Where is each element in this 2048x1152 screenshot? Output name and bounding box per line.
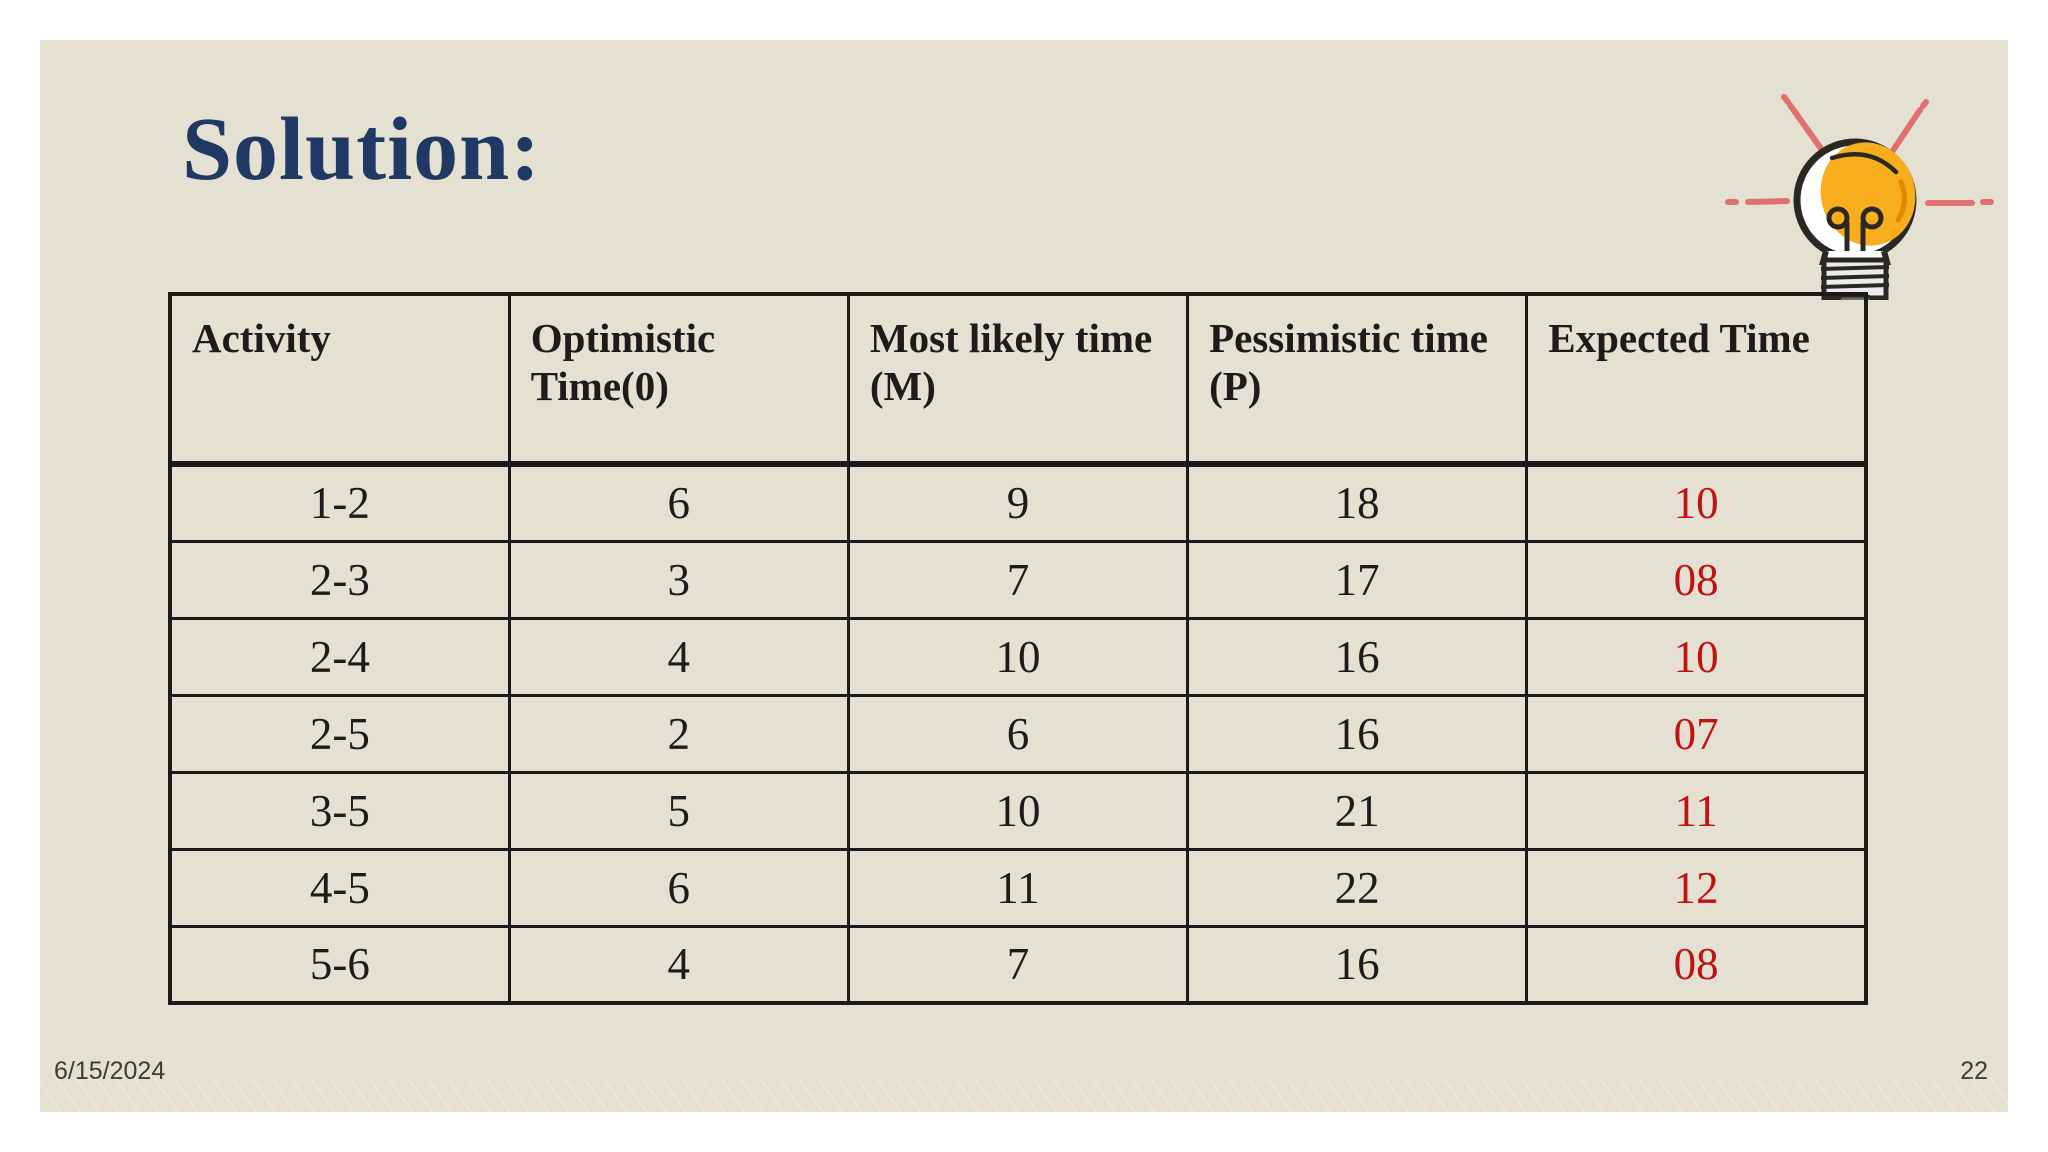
table-row: 3-5 5 10 21 11 xyxy=(168,770,1868,851)
pessimistic-cell: 16 xyxy=(1186,924,1529,1005)
bulb-shade-arc xyxy=(1895,179,1907,223)
pessimistic-cell: 18 xyxy=(1186,462,1529,543)
table-row: 2-3 3 7 17 08 xyxy=(168,539,1868,620)
column-header-pessimistic-time: Pessimistic time (P) xyxy=(1186,292,1529,467)
column-header-optimistic-time: Optimistic Time(0) xyxy=(507,292,850,467)
table-row: 4-5 6 11 22 12 xyxy=(168,847,1868,928)
most-likely-cell: 6 xyxy=(846,693,1190,774)
expected-cell: 12 xyxy=(1525,847,1868,928)
pessimistic-cell: 16 xyxy=(1186,616,1529,697)
activity-cell: 5-6 xyxy=(168,924,511,1005)
optimistic-cell: 2 xyxy=(507,693,850,774)
pessimistic-cell: 21 xyxy=(1186,770,1529,851)
pessimistic-cell: 17 xyxy=(1186,539,1529,620)
bulb-rays xyxy=(1725,94,1994,206)
slide-title: Solution: xyxy=(182,100,542,199)
expected-cell: 08 xyxy=(1525,924,1868,1005)
activity-cell: 2-4 xyxy=(168,616,511,697)
table-row: 5-6 4 7 16 08 xyxy=(168,924,1868,1005)
bulb-filament xyxy=(1826,206,1884,258)
table-row: 2-4 4 10 16 10 xyxy=(168,616,1868,697)
activity-cell: 3-5 xyxy=(168,770,511,851)
pessimistic-cell: 16 xyxy=(1186,693,1529,774)
column-header-expected-time: Expected Time xyxy=(1525,292,1868,467)
expected-cell: 11 xyxy=(1525,770,1868,851)
activity-cell: 2-5 xyxy=(168,693,511,774)
expected-cell: 08 xyxy=(1525,539,1868,620)
solution-table: Activity Optimistic Time(0) Most likely … xyxy=(168,292,1868,1005)
slide-date: 6/15/2024 xyxy=(54,1057,166,1085)
most-likely-cell: 10 xyxy=(846,616,1190,697)
most-likely-cell: 11 xyxy=(846,847,1190,928)
most-likely-cell: 10 xyxy=(846,770,1190,851)
optimistic-cell: 4 xyxy=(507,616,850,697)
table-header-row: Activity Optimistic Time(0) Most likely … xyxy=(168,292,1868,467)
expected-cell: 10 xyxy=(1525,462,1868,543)
optimistic-cell: 6 xyxy=(507,847,850,928)
slide: Solution: xyxy=(40,40,2008,1112)
activity-cell: 4-5 xyxy=(168,847,511,928)
most-likely-cell: 9 xyxy=(846,462,1190,543)
optimistic-cell: 6 xyxy=(507,462,850,543)
slide-page-number: 22 xyxy=(1960,1057,1988,1085)
column-header-activity: Activity xyxy=(168,292,511,467)
table-row: 2-5 2 6 16 07 xyxy=(168,693,1868,774)
activity-cell: 2-3 xyxy=(168,539,511,620)
optimistic-cell: 3 xyxy=(507,539,850,620)
expected-cell: 10 xyxy=(1525,616,1868,697)
optimistic-cell: 5 xyxy=(507,770,850,851)
pessimistic-cell: 22 xyxy=(1186,847,1529,928)
expected-cell: 07 xyxy=(1525,693,1868,774)
column-header-most-likely-time: Most likely time (M) xyxy=(846,292,1190,467)
bulb-sketch-arc xyxy=(1829,151,1899,175)
most-likely-cell: 7 xyxy=(846,539,1190,620)
optimistic-cell: 4 xyxy=(507,924,850,1005)
table-row: 1-2 6 9 18 10 xyxy=(168,462,1868,543)
most-likely-cell: 7 xyxy=(846,924,1190,1005)
activity-cell: 1-2 xyxy=(168,462,511,543)
light-bulb-icon xyxy=(1660,48,2040,307)
